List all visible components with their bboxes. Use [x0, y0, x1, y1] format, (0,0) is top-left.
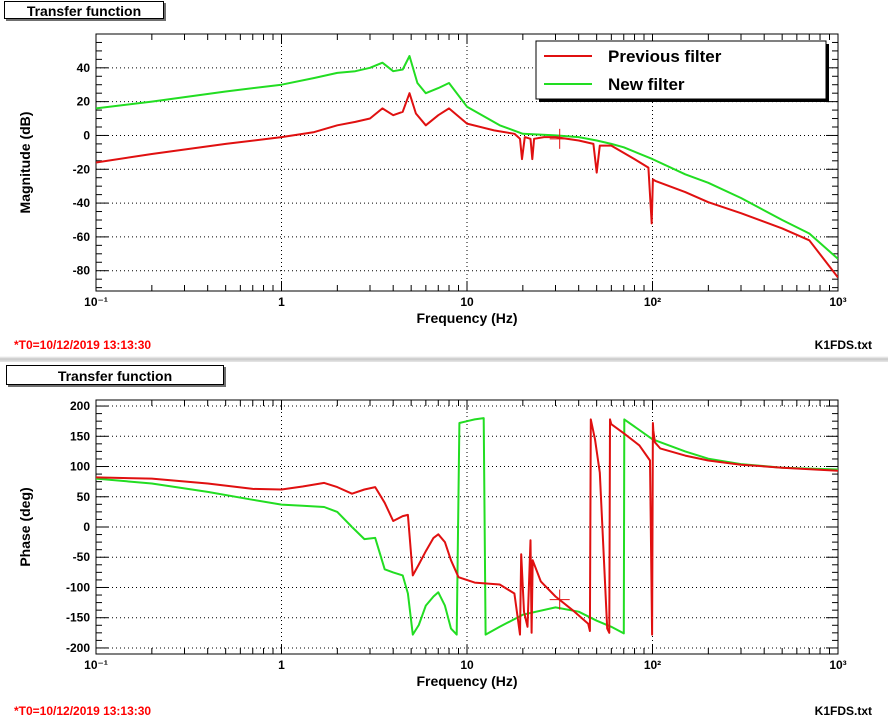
previous-filter-series	[96, 92, 838, 279]
y-tick-label: 40	[77, 61, 91, 75]
y-tick-label: 0	[83, 520, 90, 534]
y-tick-label: 200	[70, 399, 90, 413]
x-tick-label: 10	[460, 658, 474, 672]
new-filter-series	[96, 55, 838, 260]
phase-tab-title[interactable]: Transfer function	[6, 365, 224, 385]
x-axis-title: Frequency (Hz)	[416, 310, 517, 326]
y-axis-title: Phase (deg)	[17, 487, 33, 566]
magnitude-filename: K1FDS.txt	[814, 338, 872, 352]
y-tick-label: 50	[77, 490, 91, 504]
x-tick-label: 10	[460, 295, 474, 309]
y-tick-label: -100	[66, 580, 90, 594]
y-tick-label: -60	[73, 230, 91, 244]
x-tick-label: 10³	[829, 658, 846, 672]
magnitude-timestamp: *T0=10/12/2019 13:13:30	[14, 338, 152, 352]
magnitude-chart[interactable]: -80 -60 -40 -20 0 20 40 10⁻¹ 1 10 10² 10³ Frequency …	[0, 0, 888, 356]
new-filter-series	[96, 417, 838, 636]
y-tick-label: -200	[66, 641, 90, 655]
y-tick-label: 150	[70, 429, 90, 443]
legend-box	[535, 40, 827, 100]
x-tick-label: 10²	[644, 295, 661, 309]
y-tick-label: -20	[73, 162, 91, 176]
x-tick-label: 10³	[829, 295, 846, 309]
x-tick-label: 1	[278, 658, 285, 672]
phase-pane: Transfer function -200 -150 -100 -50 0 50 100 1…	[0, 362, 888, 718]
y-tick-label: -40	[73, 196, 91, 210]
y-axis-title: Magnitude (dB)	[17, 112, 33, 214]
x-tick-label: 10⁻¹	[84, 658, 108, 672]
legend-label: New filter	[608, 75, 685, 94]
y-tick-label: 20	[77, 95, 91, 109]
phase-chart[interactable]: -200 -150 -100 -50 0 50 100 150 200 10⁻¹ 1 10 10² 10³…	[0, 362, 888, 718]
pane-divider[interactable]	[0, 356, 888, 362]
plot-frame	[95, 399, 839, 655]
y-tick-label: 0	[83, 128, 90, 142]
y-tick-label: -150	[66, 611, 90, 625]
phase-filename: K1FDS.txt	[814, 704, 872, 718]
x-tick-label: 10⁻¹	[84, 295, 108, 309]
magnitude-pane: Transfer function -80 -60 -40 -20 0 20 40 10⁻¹ 1…	[0, 0, 888, 356]
y-tick-label: -50	[73, 550, 91, 564]
x-tick-label: 1	[278, 295, 285, 309]
y-tick-label: 100	[70, 460, 90, 474]
magnitude-tab-title[interactable]: Transfer function	[4, 1, 164, 19]
x-tick-label: 10²	[644, 658, 661, 672]
phase-timestamp: *T0=10/12/2019 13:13:30	[14, 704, 152, 718]
previous-filter-series	[96, 418, 838, 636]
legend-label: Previous filter	[608, 47, 722, 66]
y-tick-label: -80	[73, 264, 91, 278]
x-axis-title: Frequency (Hz)	[416, 673, 517, 689]
